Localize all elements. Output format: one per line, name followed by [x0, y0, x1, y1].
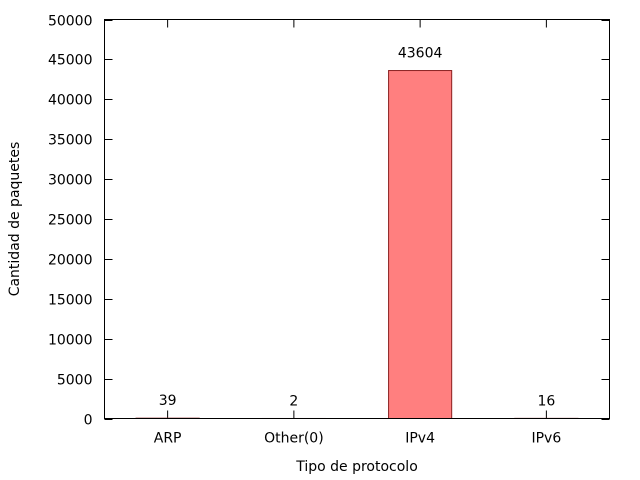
y-tick-label: 0 — [84, 413, 93, 429]
y-tick-label: 35000 — [48, 133, 93, 149]
y-tick-label: 45000 — [48, 53, 93, 69]
y-tick-label: 50000 — [48, 14, 93, 30]
ticks-layer — [104, 19, 610, 420]
x-tick-label: Other(0) — [264, 431, 324, 447]
bars-layer — [135, 70, 579, 420]
y-tick-label: 20000 — [48, 253, 93, 269]
x-axis-title: Tipo de protocolo — [295, 459, 418, 475]
y-tick-label: 25000 — [48, 213, 93, 229]
x-tick-label: IPv4 — [405, 431, 435, 447]
plot-frame — [104, 19, 610, 419]
bar — [388, 70, 453, 420]
y-axis-title: Cantidad de paquetes — [7, 142, 23, 297]
data-label: 2 — [289, 393, 298, 409]
data-label: 39 — [159, 393, 177, 409]
x-tick-label: IPv6 — [531, 431, 561, 447]
labels-layer: 0 5000 10000 15000 20000 25000 30000 35000 40000… — [48, 14, 561, 447]
x-tick-label: ARP — [154, 431, 182, 447]
y-tick-label: 30000 — [48, 173, 93, 189]
y-tick-label: 5000 — [57, 373, 93, 389]
y-tick-label: 10000 — [48, 333, 93, 349]
y-tick-label: 15000 — [48, 293, 93, 309]
data-label: 16 — [537, 393, 555, 409]
data-label: 43604 — [398, 46, 443, 62]
y-tick-label: 40000 — [48, 93, 93, 109]
